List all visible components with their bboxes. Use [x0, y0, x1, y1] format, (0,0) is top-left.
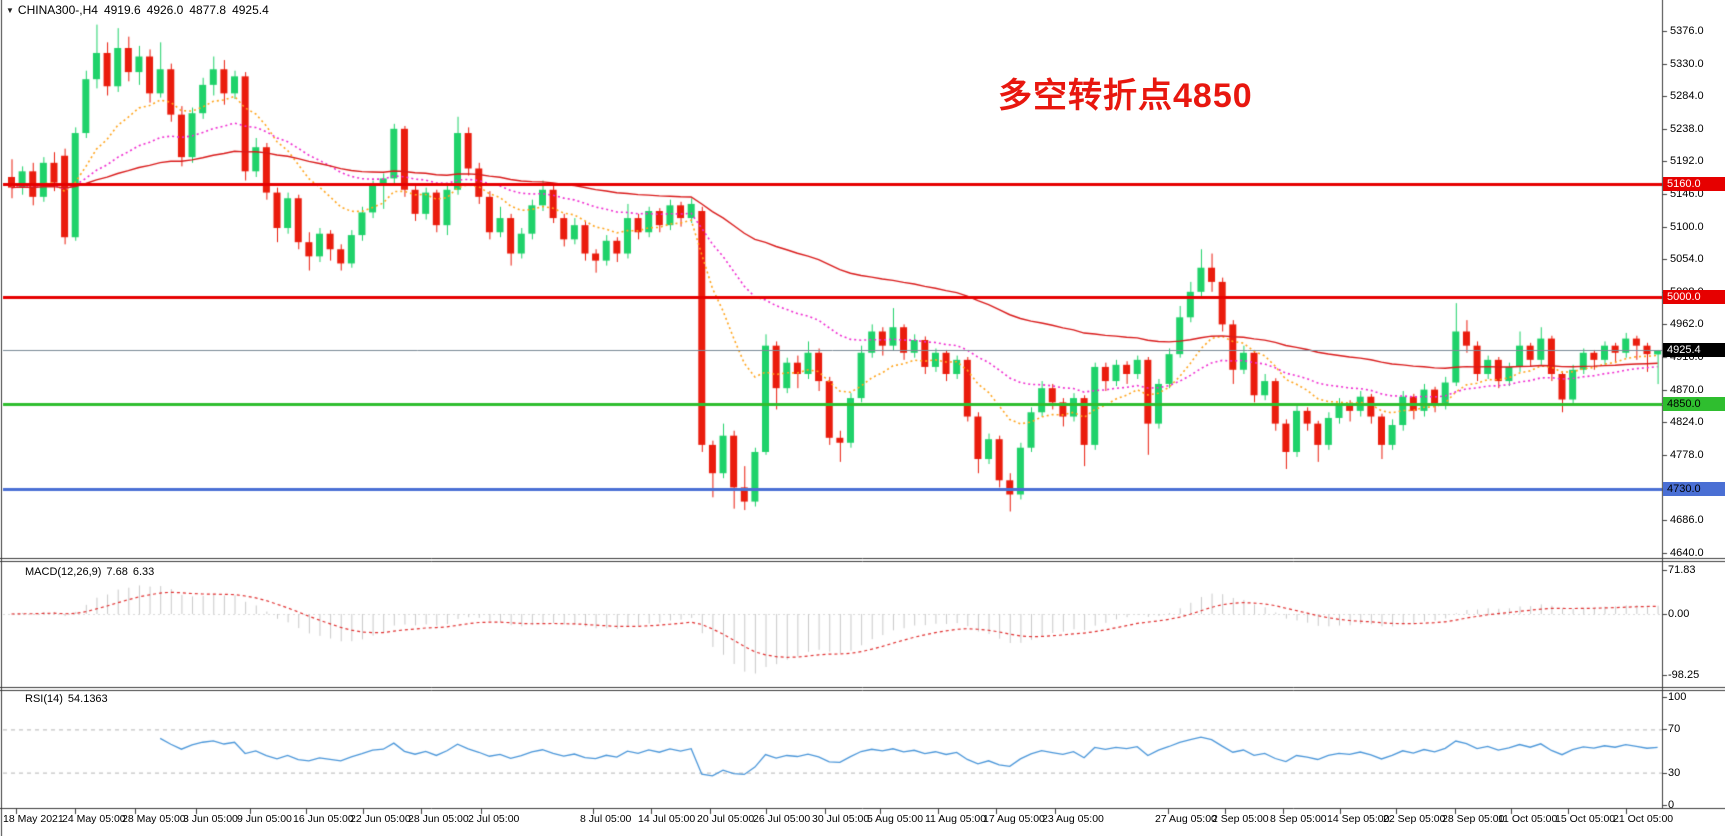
- time-axis-tick: 24 May 05:00: [62, 813, 126, 825]
- time-axis-tick: 14 Sep 05:00: [1327, 813, 1390, 825]
- rsi-scale-tick: 100: [1668, 691, 1687, 703]
- time-axis-tick: 8 Sep 05:00: [1270, 813, 1327, 825]
- time-axis-tick: 30 Jul 05:00: [812, 813, 870, 825]
- price-axis-tick: 5146.0: [1670, 188, 1704, 200]
- price-axis-tick: 4686.0: [1670, 514, 1704, 526]
- price-axis-tick: 4640.0: [1670, 547, 1704, 559]
- time-axis-tick: 26 Jul 05:00: [753, 813, 811, 825]
- rsi-name: RSI(14): [25, 693, 63, 705]
- pivot-annotation: 多空转折点4850: [998, 77, 1253, 115]
- time-axis-tick: 22 Sep 05:00: [1383, 813, 1446, 825]
- rsi-scale-tick: 0: [1668, 799, 1675, 811]
- rsi-label: RSI(14) 54.1363: [25, 693, 113, 705]
- time-axis-tick: 18 May 2021: [3, 813, 64, 825]
- time-axis-tick: 14 Jul 05:00: [638, 813, 696, 825]
- price-axis-tick: 5192.0: [1670, 155, 1704, 167]
- rsi-scale-tick: 70: [1668, 723, 1681, 735]
- time-axis-tick: 28 Sep 05:00: [1442, 813, 1505, 825]
- time-axis-tick: 11 Oct 05:00: [1498, 813, 1558, 825]
- price-axis-tick: 5330.0: [1670, 58, 1704, 70]
- macd-signal-value: 6.33: [132, 566, 155, 578]
- macd-label: MACD(12,26,9) 7.68 6.33: [25, 566, 159, 578]
- price-badge-bid-price: 4925.4: [1663, 343, 1725, 357]
- time-axis-tick: 20 Jul 05:00: [697, 813, 755, 825]
- time-axis-tick: 9 Jun 05:00: [237, 813, 292, 825]
- price-axis-tick: 5238.0: [1670, 123, 1704, 135]
- macd-scale-zero: 0.00: [1668, 608, 1690, 620]
- time-axis-tick: 17 Aug 05:00: [983, 813, 1045, 825]
- close-value: 4925.4: [232, 3, 269, 17]
- macd-main-value: 7.68: [106, 566, 128, 578]
- price-badge-support-4730: 4730.0: [1663, 482, 1725, 496]
- price-axis-tick: 5100.0: [1670, 221, 1704, 233]
- price-axis-tick: 5284.0: [1670, 90, 1704, 102]
- time-axis-tick: 16 Jun 05:00: [293, 813, 354, 825]
- macd-scale-max: 71.83: [1668, 564, 1696, 576]
- time-axis-tick: 21 Oct 05:00: [1613, 813, 1674, 825]
- time-axis-tick: 3 Jun 05:00: [183, 813, 238, 825]
- symbol-period-label: CHINA300-,H4: [17, 3, 98, 17]
- price-axis-tick: 5376.0: [1670, 25, 1704, 37]
- price-axis-tick: 4962.0: [1670, 318, 1704, 330]
- high-value: 4926.0: [146, 3, 184, 17]
- macd-name: MACD(12,26,9): [25, 566, 102, 578]
- price-badge-pivot-4850: 4850.0: [1663, 397, 1725, 411]
- price-badge-resistance-5000: 5000.0: [1663, 290, 1725, 304]
- time-axis-tick: 23 Aug 05:00: [1042, 813, 1104, 825]
- price-badge-resistance-5160: 5160.0: [1663, 177, 1725, 191]
- price-axis-tick: 4870.0: [1670, 384, 1704, 396]
- chart-header: ▼ CHINA300-,H4 4919.6 4926.0 4877.8 4925.4: [6, 3, 275, 17]
- time-axis-tick: 2 Sep 05:00: [1212, 813, 1269, 825]
- macd-scale-min: -98.25: [1668, 669, 1700, 681]
- open-value: 4919.6: [103, 3, 141, 17]
- rsi-scale-tick: 30: [1668, 767, 1681, 779]
- time-axis-tick: 27 Aug 05:00: [1155, 813, 1217, 825]
- time-axis-tick: 28 Jun 05:00: [408, 813, 469, 825]
- time-axis-tick: 8 Jul 05:00: [580, 813, 632, 825]
- time-axis-tick: 15 Oct 05:00: [1555, 813, 1616, 825]
- time-axis-tick: 11 Aug 05:00: [925, 813, 987, 825]
- symbol-dropdown-icon[interactable]: ▼: [6, 6, 14, 15]
- price-axis-tick: 4824.0: [1670, 416, 1704, 428]
- time-axis-tick: 22 Jun 05:00: [350, 813, 411, 825]
- time-axis-tick: 5 Aug 05:00: [867, 813, 924, 825]
- low-value: 4877.8: [189, 3, 227, 17]
- price-axis-tick: 5054.0: [1670, 253, 1704, 265]
- rsi-value: 54.1363: [67, 693, 108, 705]
- time-axis-tick: 2 Jul 05:00: [468, 813, 520, 825]
- time-axis-tick: 28 May 05:00: [122, 813, 186, 825]
- price-axis-tick: 4778.0: [1670, 449, 1704, 461]
